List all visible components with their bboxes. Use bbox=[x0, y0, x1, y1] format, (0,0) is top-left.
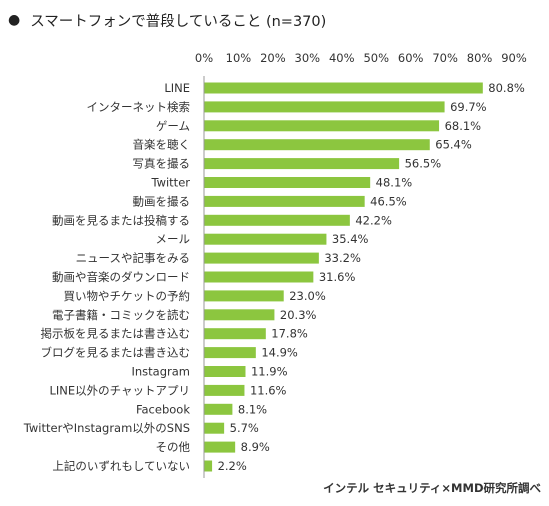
category-label: 動画を見るまたは投稿する bbox=[52, 213, 190, 227]
bar bbox=[204, 120, 440, 132]
value-label: 35.4% bbox=[332, 232, 369, 246]
bar bbox=[204, 366, 246, 377]
bar bbox=[204, 328, 266, 340]
value-label: 17.8% bbox=[271, 327, 308, 341]
value-label: 2.2% bbox=[218, 459, 247, 473]
category-label: ブログを見るまたは書き込む bbox=[41, 346, 191, 360]
value-label: 48.1% bbox=[376, 176, 413, 190]
bar bbox=[204, 403, 233, 415]
x-tick-label: 10% bbox=[226, 51, 252, 65]
value-label: 65.4% bbox=[435, 138, 472, 152]
value-label: 31.6% bbox=[319, 270, 356, 284]
category-label: ニュースや記事をみる bbox=[76, 251, 190, 265]
category-label: LINE bbox=[164, 81, 190, 95]
bar bbox=[204, 460, 213, 472]
value-label: 68.1% bbox=[445, 119, 482, 133]
value-label: 5.7% bbox=[230, 421, 259, 435]
chart-title: スマートフォンで普段していること (n=370) bbox=[30, 13, 327, 30]
x-tick-label: 60% bbox=[398, 51, 424, 65]
bar bbox=[204, 82, 483, 94]
bar bbox=[204, 195, 365, 207]
value-label: 46.5% bbox=[370, 194, 407, 208]
value-label: 56.5% bbox=[405, 157, 442, 171]
value-label: 80.8% bbox=[488, 81, 525, 95]
category-label: メール bbox=[156, 232, 191, 246]
category-label: その他 bbox=[156, 440, 191, 454]
value-label: 8.9% bbox=[241, 440, 270, 454]
bar bbox=[204, 214, 350, 226]
category-label: 動画を撮る bbox=[133, 194, 191, 208]
x-tick-label: 0% bbox=[195, 51, 213, 65]
category-label: Facebook bbox=[136, 402, 190, 416]
category-label: 音楽を聴く bbox=[133, 138, 191, 152]
value-label: 11.9% bbox=[251, 365, 288, 379]
value-label: 33.2% bbox=[324, 251, 361, 265]
category-label: LINE以外のチャットアプリ bbox=[49, 383, 190, 397]
value-label: 69.7% bbox=[450, 100, 487, 114]
category-label: 動画や音楽のダウンロード bbox=[52, 270, 190, 284]
x-tick-label: 80% bbox=[467, 51, 493, 65]
bar bbox=[204, 139, 430, 151]
category-label: 上記のいずれもしていない bbox=[52, 459, 190, 473]
title-bullet: ● bbox=[8, 12, 21, 28]
category-label: インターネット検索 bbox=[87, 100, 191, 114]
x-tick-label: 50% bbox=[363, 51, 389, 65]
bar bbox=[204, 441, 236, 453]
category-label: TwitterやInstagram以外のSNS bbox=[23, 421, 190, 435]
category-label: Instagram bbox=[131, 365, 190, 379]
bar bbox=[204, 101, 445, 113]
bar bbox=[204, 309, 275, 321]
value-label: 11.6% bbox=[250, 383, 287, 397]
chart-title-row: ● スマートフォンで普段していること (n=370) bbox=[8, 9, 326, 31]
x-tick-label: 20% bbox=[260, 51, 286, 65]
value-label: 8.1% bbox=[238, 402, 267, 416]
category-label: 掲示板を見るまたは書き込む bbox=[41, 327, 191, 341]
bar bbox=[204, 158, 400, 170]
bar bbox=[204, 177, 371, 188]
value-label: 23.0% bbox=[289, 289, 326, 303]
bar bbox=[204, 233, 327, 245]
bar bbox=[204, 252, 319, 264]
category-label: ゲーム bbox=[156, 119, 190, 133]
value-label: 42.2% bbox=[355, 213, 392, 227]
bar bbox=[204, 384, 245, 396]
category-label: 写真を撮る bbox=[133, 157, 191, 171]
bar bbox=[204, 422, 225, 434]
source-credit: インテル セキュリティ×MMD研究所調べ bbox=[323, 481, 541, 495]
x-tick-label: 90% bbox=[501, 51, 527, 65]
category-label: 電子書籍・コミックを読む bbox=[52, 308, 190, 322]
bar bbox=[204, 271, 314, 283]
bar bbox=[204, 290, 284, 302]
category-label: Twitter bbox=[150, 176, 190, 190]
category-label: 買い物やチケットの予約 bbox=[64, 289, 191, 303]
value-label: 20.3% bbox=[280, 308, 317, 322]
x-tick-label: 40% bbox=[329, 51, 355, 65]
bar bbox=[204, 347, 256, 359]
x-tick-label: 70% bbox=[432, 51, 458, 65]
x-tick-label: 30% bbox=[295, 51, 321, 65]
value-label: 14.9% bbox=[261, 346, 298, 360]
